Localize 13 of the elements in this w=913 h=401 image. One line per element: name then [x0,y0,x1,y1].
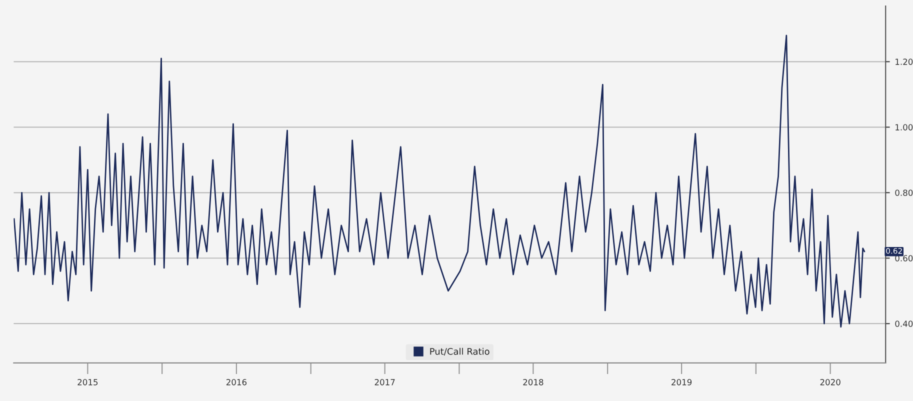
x-tick-label: 2017 [374,379,395,386]
x-tick-label: 2020 [820,379,840,386]
x-tick-label: 2018 [523,379,544,386]
y-tick-label: 0.60 [895,255,913,262]
x-tick-label: 2016 [226,379,247,386]
x-tick-label: 2019 [672,379,692,386]
line-series [14,34,866,328]
x-tick-label: 2015 [78,379,98,386]
legend-label: Put/Call Ratio [430,348,490,356]
y-tick-label: 0.40 [895,320,913,327]
y-tick-label: 1.20 [896,58,913,65]
y-tick-label: 0.80 [895,190,913,196]
y-tick-label: 1.00 [896,124,913,130]
